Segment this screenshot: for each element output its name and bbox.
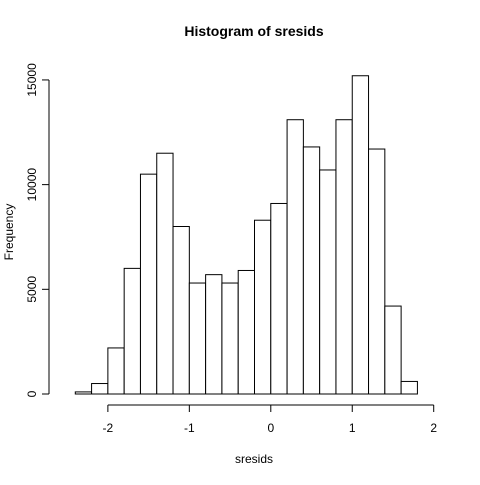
histogram-bar [384,305,402,395]
histogram-bar [302,146,321,395]
histogram-bar [254,219,272,395]
histogram-bar [172,226,190,395]
histogram-bar [156,152,174,395]
y-tick-label: 10000 [25,168,39,202]
histogram-bar [188,282,207,395]
x-tick-label: -2 [103,421,114,435]
histogram-bar [139,173,158,395]
histogram-bar [400,380,418,395]
histogram-bar [221,282,239,395]
histogram-bar [91,383,109,395]
y-tick-label: 0 [25,390,39,397]
histogram-bar [319,169,337,395]
x-tick-label: 2 [430,421,437,435]
histogram-bar [368,148,386,395]
x-axis-label: sresids [235,452,273,466]
x-tick-label: 1 [349,421,356,435]
histogram-bar [335,119,353,395]
bars-group [74,75,418,395]
y-axis-label: Frequency [2,204,16,261]
histogram-bar [205,274,223,395]
x-tick-label: 0 [267,421,274,435]
y-axis: 0 5000 10000 15000 [25,63,50,397]
x-tick-label: -1 [184,421,195,435]
y-tick-label: 5000 [25,276,39,303]
histogram-bar [351,75,370,395]
histogram-bar [286,119,304,395]
histogram-bar [270,202,288,395]
x-axis: -2 -1 0 1 2 [103,404,437,435]
histogram-bar [74,391,93,395]
chart-title: Histogram of sresids [184,23,323,39]
histogram-bar [107,347,125,395]
y-tick-label: 15000 [25,63,39,97]
histogram-bar [123,267,141,395]
histogram-bar [237,269,255,395]
